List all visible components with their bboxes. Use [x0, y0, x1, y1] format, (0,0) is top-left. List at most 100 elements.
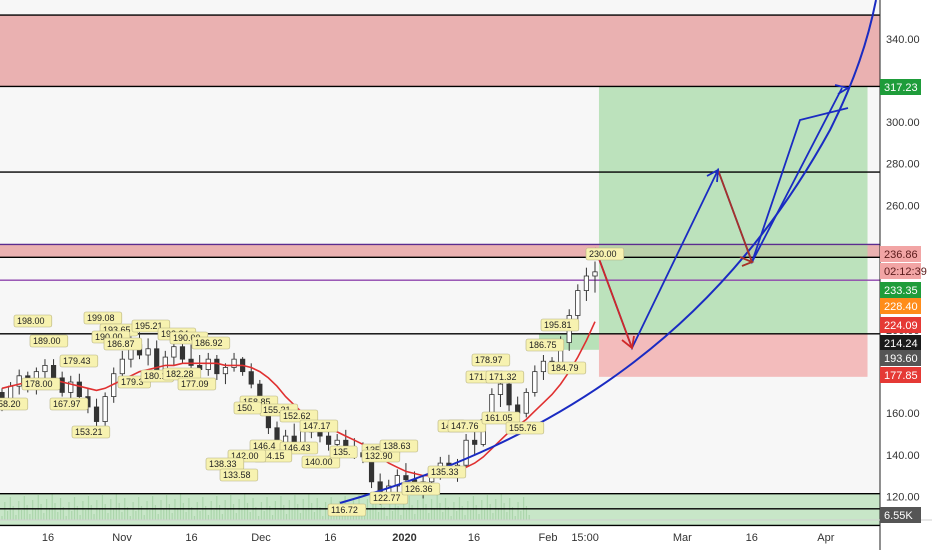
candle-body: [145, 348, 151, 356]
price-callout: 178.97: [475, 355, 503, 365]
price-callout: 198.00: [17, 316, 45, 326]
candle-body: [171, 346, 177, 358]
price-callout: 178.00: [25, 379, 53, 389]
x-tick-label: 2020: [392, 532, 416, 544]
resistance-zone: [0, 15, 880, 87]
y-tick-label: 260.00: [886, 200, 920, 212]
price-callout: 199.08: [87, 313, 115, 323]
price-callout: 186.75: [529, 340, 557, 350]
candle-body: [325, 435, 332, 445]
y-tick-label: 300.00: [886, 117, 920, 129]
candle-body: [523, 392, 529, 414]
candle-body: [497, 383, 504, 395]
price-callout: 138.63: [383, 441, 411, 451]
price-callout: 116.72: [331, 505, 358, 515]
price-badge: [880, 79, 921, 95]
price-callout-box: [379, 439, 419, 453]
x-tick-label: 16: [324, 532, 336, 544]
price-badge-label: 214.24: [884, 338, 918, 350]
price-badge: [880, 507, 921, 523]
price-callout-box: [299, 419, 339, 433]
price-callout-box: [279, 409, 319, 423]
price-callout-box: [177, 377, 217, 391]
price-badge-label: 228.40: [884, 301, 918, 313]
price-callout-box: [585, 247, 625, 261]
price-callout: 179.43: [63, 356, 91, 366]
price-badge-label: 317.23: [884, 82, 918, 94]
x-tick-label: 15:00: [571, 532, 599, 544]
price-callout: 177.09: [181, 379, 209, 389]
price-callout: 190.00: [95, 332, 123, 342]
x-tick-label: Mar: [673, 532, 692, 544]
price-callout: 167.97: [53, 399, 81, 409]
price-callout-box: [401, 482, 441, 496]
pullback-arrow: [717, 169, 753, 263]
candle-body: [162, 356, 168, 370]
price-callout: 186.92: [195, 338, 223, 348]
candle-body: [188, 358, 194, 366]
price-badge-label: 177.85: [884, 370, 918, 382]
price-badge: [880, 367, 921, 383]
x-tick-label: Nov: [112, 532, 132, 544]
candle-body: [154, 348, 160, 370]
price-callout: 146.43: [283, 443, 311, 453]
price-callout: 179.3: [121, 377, 144, 387]
price-callout: 153.21: [75, 427, 103, 437]
candle-body: [119, 358, 125, 375]
price-callout: 133.58: [223, 470, 251, 480]
candle-body: [540, 360, 547, 373]
curve-projection: [339, 0, 877, 504]
candle-body: [179, 346, 186, 360]
price-callout-box: [103, 337, 143, 351]
second-projection: [751, 107, 849, 263]
arrowhead: [621, 335, 635, 350]
price-badge: [880, 298, 921, 314]
price-callout-box: [471, 353, 511, 367]
candle-body: [532, 371, 538, 393]
price-callout-box: [505, 421, 545, 435]
price-badge: [880, 350, 921, 366]
candle-body: [472, 439, 478, 445]
price-callout-box: [233, 401, 262, 415]
price-callout-box: [29, 334, 69, 348]
price-badge-label: 224.09: [884, 320, 918, 332]
candle-body: [231, 358, 237, 368]
x-tick-label: Dec: [251, 532, 271, 544]
price-callout-box: [191, 336, 231, 350]
price-callout: 147.17: [303, 421, 331, 431]
price-callout: 195.21: [135, 321, 163, 331]
candle-body: [463, 439, 469, 466]
candle-body: [592, 271, 598, 277]
y-tick-label: 160.00: [886, 408, 920, 420]
price-badge: [880, 263, 921, 279]
price-callout-box: [329, 445, 358, 459]
price-callout-box: [13, 314, 53, 328]
candle-body: [214, 358, 220, 375]
price-callout: 190.00: [173, 333, 201, 343]
price-callout-box: [21, 377, 61, 391]
price-badge-label: 233.35: [884, 285, 918, 297]
arrowhead: [739, 256, 755, 267]
drop-arrow: [594, 247, 633, 349]
x-tick-label: 16: [185, 532, 197, 544]
price-callout: 189.00: [33, 336, 61, 346]
price-callout-box: [525, 338, 565, 352]
price-callout: 142.00: [231, 451, 259, 461]
candle-body: [59, 377, 65, 393]
price-badge-label: 6.55K: [884, 510, 913, 522]
price-callout: 150.: [237, 403, 255, 413]
price-badge: [880, 317, 921, 333]
y-tick-label: 340.00: [886, 34, 920, 46]
price-callout: 147.76: [451, 421, 479, 431]
price-callout: 138.33: [209, 459, 237, 469]
candle-body: [68, 381, 74, 393]
arrowhead: [706, 168, 720, 183]
price-callout-box: [485, 370, 525, 384]
candle-body: [403, 475, 409, 481]
price-callout: 132.90: [365, 451, 393, 461]
price-callout: 155.21: [263, 405, 291, 415]
candle-body: [291, 435, 297, 443]
price-callout-box: [540, 318, 580, 332]
stop-loss-area: [598, 333, 868, 377]
